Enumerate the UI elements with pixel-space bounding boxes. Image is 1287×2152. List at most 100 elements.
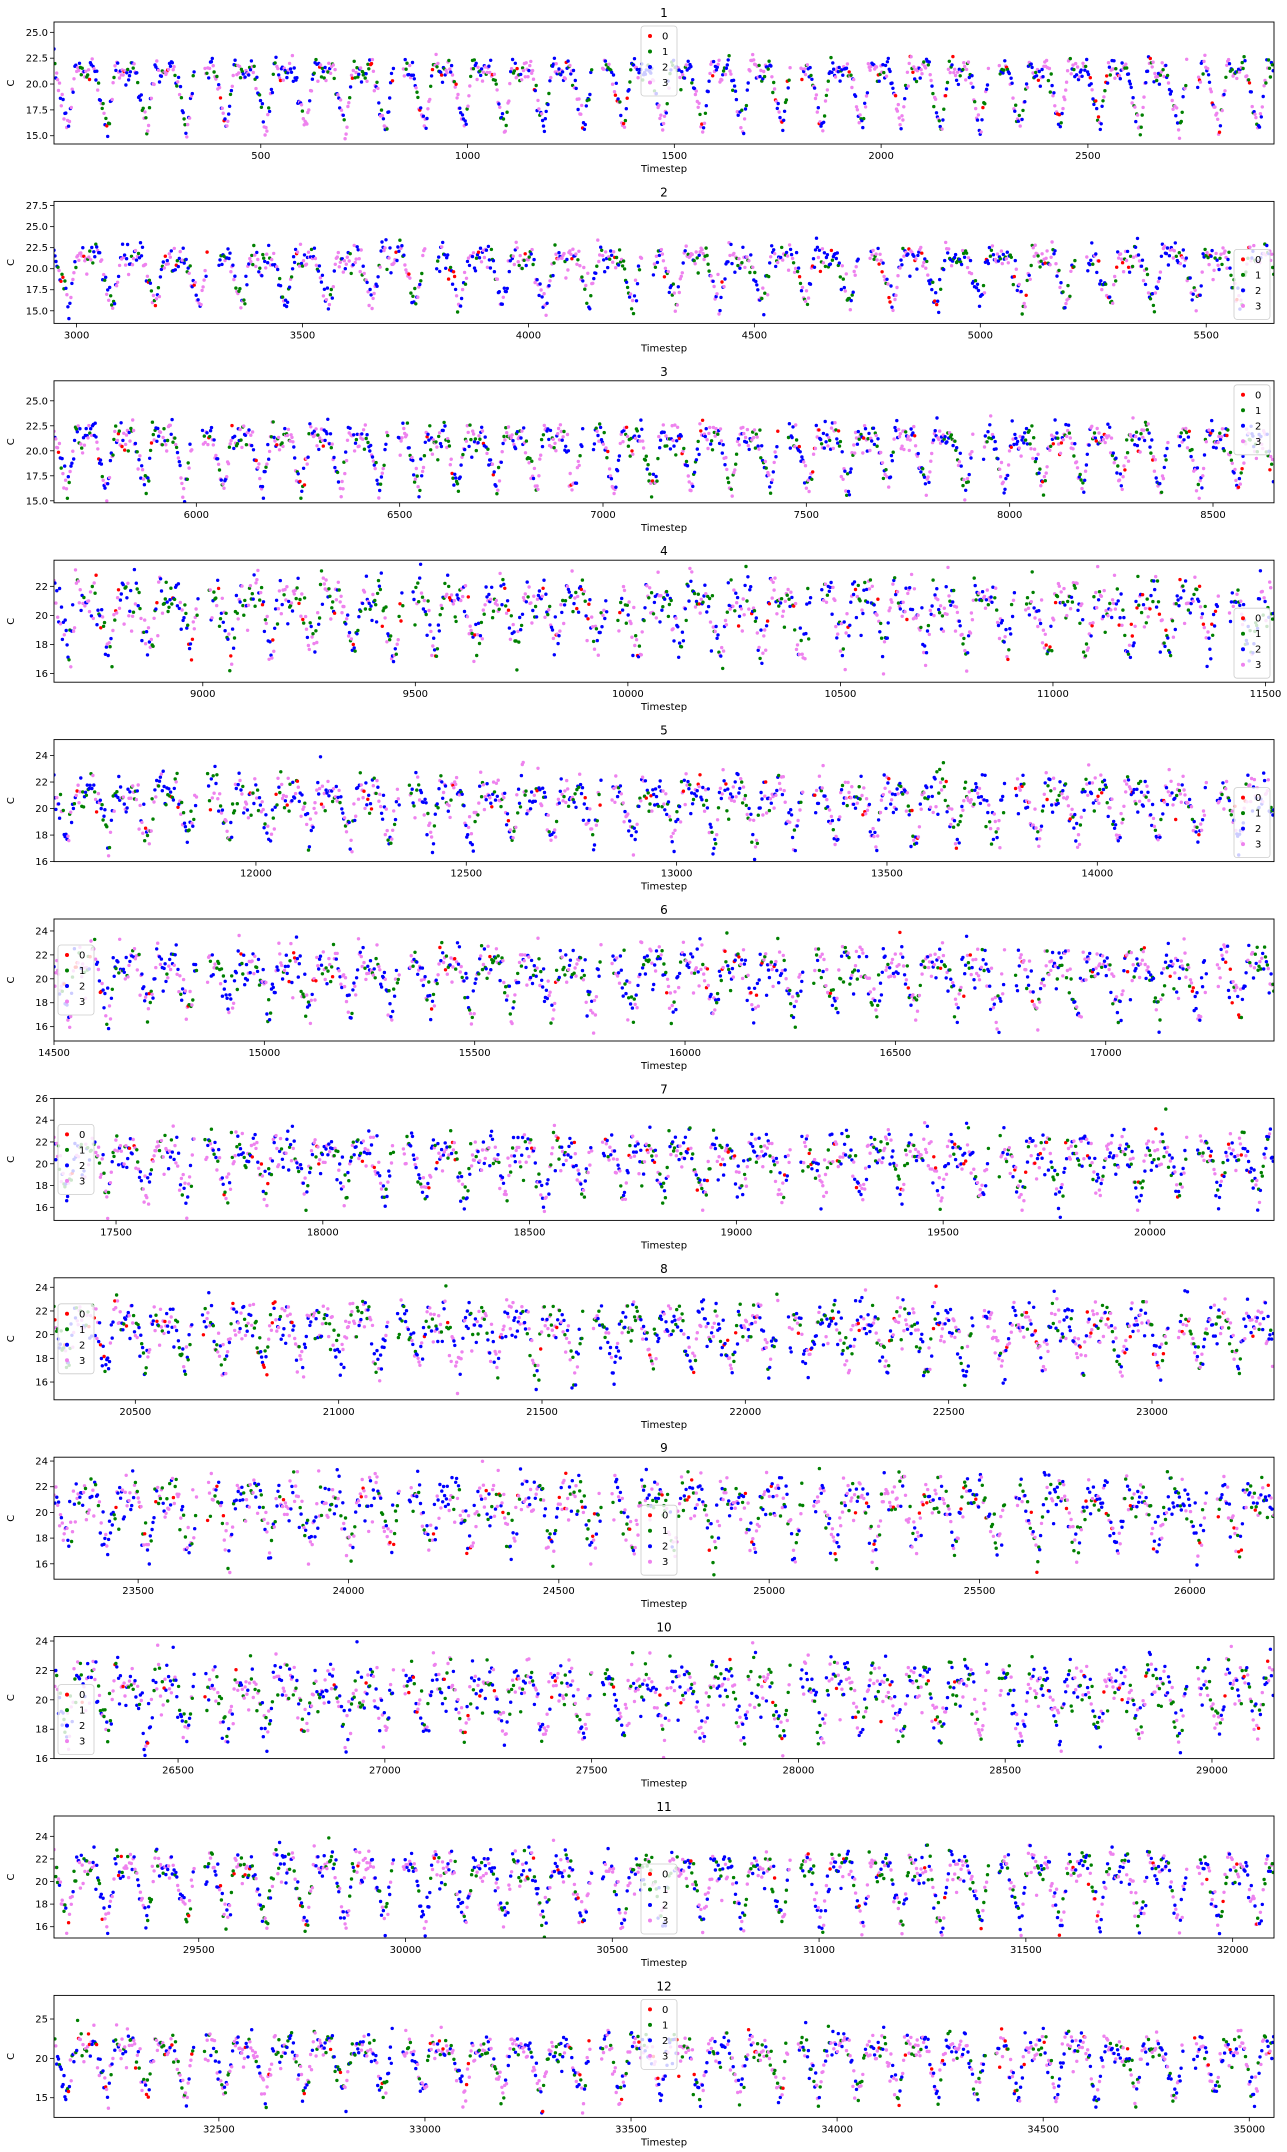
data-point-series-2 (564, 444, 568, 448)
data-point-series-2 (165, 258, 169, 263)
data-point-series-2 (325, 432, 329, 436)
data-point-series-1 (1091, 262, 1095, 266)
data-point-series-3 (574, 252, 578, 256)
data-point-series-3 (994, 586, 998, 590)
data-point-series-2 (704, 104, 708, 108)
data-point-series-1 (1081, 481, 1085, 485)
legend-label: 1 (662, 47, 668, 58)
data-point-series-3 (906, 591, 910, 596)
data-point-series-3 (1023, 305, 1027, 309)
data-point-series-3 (100, 258, 104, 262)
data-point-series-2 (772, 248, 776, 252)
data-point-series-1 (553, 243, 557, 247)
data-point-series-3 (590, 615, 594, 619)
data-point-series-2 (537, 589, 542, 593)
x-tick-label: 3500 (290, 330, 315, 341)
data-point-series-2 (737, 614, 742, 618)
data-point-series-2 (1177, 444, 1182, 448)
data-point-series-0 (818, 269, 823, 274)
data-point-series-2 (711, 59, 716, 64)
data-point-series-0 (862, 436, 866, 440)
data-point-series-3 (1088, 621, 1092, 626)
data-point-series-1 (382, 463, 386, 467)
data-point-series-3 (585, 638, 589, 643)
data-point-series-3 (702, 121, 707, 126)
data-point-series-0 (887, 295, 891, 300)
data-point-series-2 (247, 73, 251, 77)
data-point-series-3 (659, 247, 664, 252)
data-point-series-2 (488, 458, 493, 462)
data-point-series-1 (605, 456, 609, 460)
data-point-series-2 (280, 602, 284, 607)
data-point-series-2 (322, 287, 327, 291)
data-point-series-3 (968, 631, 973, 635)
data-point-series-2 (552, 653, 556, 657)
data-point-series-1 (446, 439, 451, 443)
data-point-series-2 (748, 588, 752, 592)
data-point-series-2 (798, 450, 802, 454)
data-point-series-3 (527, 461, 531, 465)
data-point-series-3 (556, 257, 560, 261)
data-point-series-0 (1096, 115, 1101, 119)
data-point-series-2 (687, 599, 691, 603)
data-point-series-1 (621, 259, 626, 263)
data-point-series-1 (54, 61, 57, 66)
data-point-series-1 (443, 581, 447, 586)
data-point-series-0 (1135, 606, 1139, 610)
data-point-series-3 (701, 251, 705, 256)
data-point-series-3 (966, 60, 971, 64)
data-point-series-3 (900, 614, 904, 618)
data-point-series-3 (324, 298, 329, 302)
data-point-series-2 (286, 71, 290, 75)
data-point-series-3 (62, 486, 66, 490)
data-point-series-1 (667, 602, 672, 607)
data-point-series-3 (940, 127, 944, 131)
data-point-series-3 (906, 84, 910, 88)
data-point-series-3 (755, 435, 759, 439)
data-point-series-3 (672, 291, 676, 295)
data-point-series-1 (696, 439, 700, 444)
data-point-series-2 (209, 60, 214, 64)
data-point-series-3 (357, 257, 361, 261)
data-point-series-2 (658, 438, 663, 442)
data-point-series-3 (1160, 61, 1164, 65)
data-point-series-2 (632, 57, 637, 61)
data-point-series-2 (326, 417, 330, 421)
data-point-series-3 (371, 459, 376, 463)
data-point-series-1 (149, 289, 154, 293)
data-point-series-1 (973, 279, 978, 283)
data-point-series-2 (1157, 82, 1162, 86)
data-point-series-2 (437, 255, 441, 259)
data-point-series-3 (825, 88, 830, 92)
data-point-series-3 (58, 622, 63, 626)
data-point-series-2 (1182, 264, 1187, 268)
data-point-series-2 (1086, 72, 1091, 77)
data-point-series-2 (682, 76, 687, 80)
data-point-series-2 (436, 623, 441, 627)
data-point-series-2 (176, 582, 181, 586)
data-point-series-1 (101, 101, 105, 106)
data-point-series-3 (728, 69, 732, 73)
data-point-series-3 (538, 457, 542, 461)
data-point-series-3 (69, 665, 73, 669)
data-point-series-3 (1177, 136, 1182, 140)
data-point-series-2 (1015, 288, 1019, 293)
data-point-series-3 (177, 92, 182, 97)
data-point-series-2 (370, 618, 374, 623)
data-point-series-1 (129, 426, 133, 431)
data-point-series-3 (382, 248, 386, 253)
data-point-series-2 (1050, 83, 1054, 88)
data-point-series-2 (288, 67, 293, 71)
data-point-series-3 (465, 615, 470, 619)
data-point-series-3 (717, 58, 721, 62)
data-point-series-3 (145, 274, 150, 278)
data-point-series-2 (808, 65, 812, 70)
data-point-series-1 (734, 452, 739, 456)
data-point-series-1 (1239, 471, 1243, 475)
data-point-series-3 (105, 499, 109, 503)
data-point-series-2 (267, 457, 271, 461)
data-point-series-2 (830, 421, 835, 425)
data-point-series-3 (1068, 607, 1073, 611)
data-point-series-3 (1206, 66, 1210, 71)
data-point-series-3 (690, 252, 694, 257)
